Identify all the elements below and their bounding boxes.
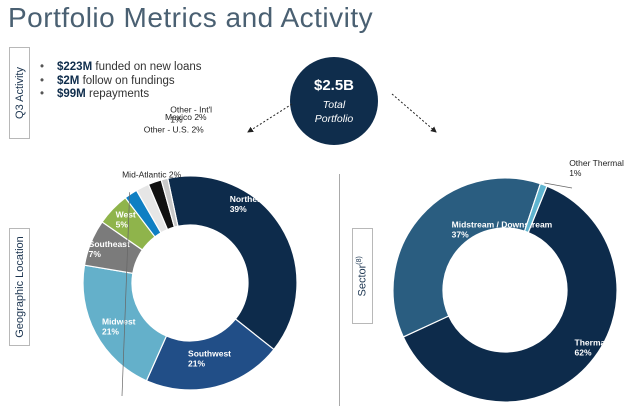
total-label-line2: Portfolio: [314, 112, 354, 125]
label-mid-atlantic: Mid-Atlantic 2%: [122, 170, 181, 180]
sector-label-box: Sector(8): [352, 228, 373, 324]
bullet-text: funded on new loans: [95, 61, 202, 73]
geo-donut-chart: Northeast 39% Southwest 21% Midwest 21% Southe…: [82, 105, 298, 397]
label-other-int-l: Other - Int'l 1%: [170, 105, 212, 125]
slice-other-thermal: [523, 182, 548, 234]
label-southeast: Southeast 7%: [89, 239, 130, 259]
q3-activity-list: $223M funded on new loans $2M follow on …: [40, 61, 202, 102]
sector-donut-chart: Thermal - Natural Gas62% Midstream / Down…: [392, 158, 640, 403]
q3-activity-label-box: Q3 Activity: [9, 47, 30, 139]
total-label-line1: Total: [322, 98, 346, 111]
geo-label-box: Geographic Location: [9, 228, 30, 346]
bullet-text: follow on fundings: [82, 74, 175, 87]
bullet-value: $2M: [57, 74, 80, 87]
bullet-value: $223M: [57, 61, 93, 73]
label-northeast: Northeast 39%: [230, 194, 270, 214]
label-other-thermal: Other Thermal 1%: [569, 158, 624, 178]
divider-line: [339, 174, 340, 406]
label-midwest: Midwest 21%: [102, 317, 136, 337]
label-southwest: Southwest 21%: [188, 349, 231, 369]
slice-thermal-natural-gas: [402, 185, 618, 403]
arrow-right: [391, 93, 437, 133]
bullet-item: $2M follow on fundings: [40, 75, 202, 87]
page-title: Portfolio Metrics and Activity: [8, 2, 374, 33]
label-thermal-natural-gas: Thermal - Natural Gas62%: [575, 338, 640, 358]
total-portfolio-circle: $2.5B Total Portfolio: [290, 57, 378, 145]
bullet-item: $223M funded on new loans: [40, 61, 202, 73]
label-other-u-s: Other - U.S. 2%: [144, 124, 204, 134]
label-west: West 5%: [116, 209, 136, 229]
leader-mid-atlantic: [121, 192, 131, 397]
arrow-left: [247, 103, 293, 133]
slice-other-int-l: [160, 177, 179, 228]
bullet-value: $99M: [57, 88, 86, 100]
bullet-text: repayments: [88, 88, 150, 100]
total-value: $2.5B: [313, 76, 355, 94]
label-midstream-downstream: Midstream / Downstream 37%: [452, 219, 553, 239]
bullet-item: $99M repayments: [40, 88, 202, 100]
label-mexico: Mexico 2%: [165, 112, 207, 122]
slice-midstream-downstream: [392, 177, 542, 338]
slice-northeast: [167, 175, 298, 351]
leader-other-thermal: [544, 182, 573, 189]
